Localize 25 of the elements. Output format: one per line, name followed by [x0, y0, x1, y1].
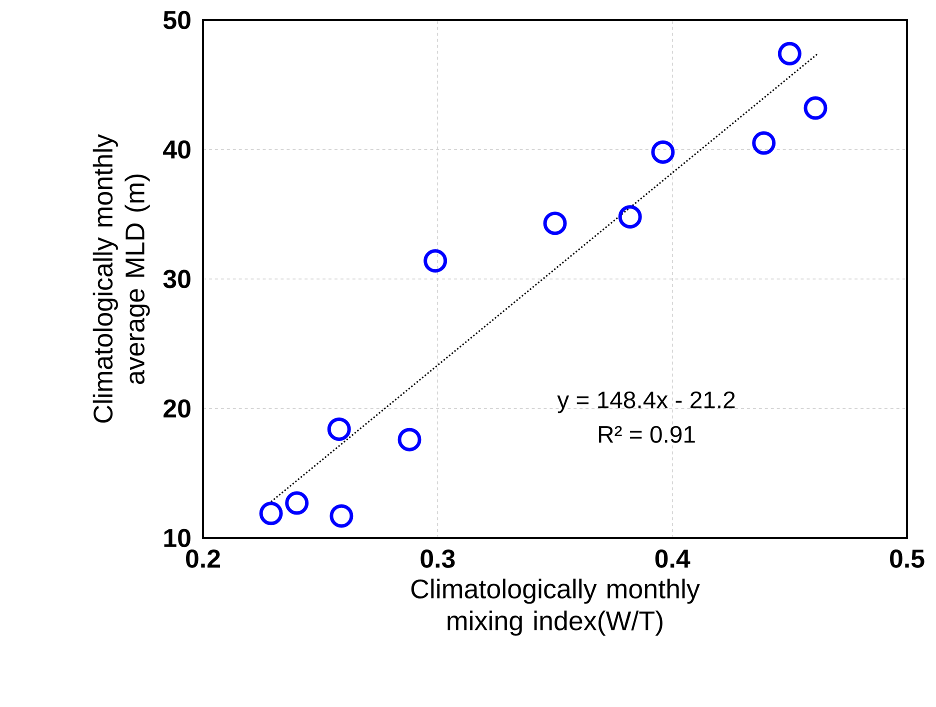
x-tick-label: 0.4 — [655, 550, 690, 568]
point — [398, 428, 422, 452]
y-tick-label: 50 — [163, 10, 190, 30]
point — [752, 131, 776, 155]
point — [424, 249, 448, 273]
x-tick-label: 0.2 — [186, 550, 220, 568]
x-axis-title: Climatologically monthly mixing index(W/T) — [411, 578, 700, 636]
y-axis-title: Climatologically monthly average MLD (m) — [92, 134, 150, 423]
point — [327, 417, 351, 441]
annotation: R² = 0.91 — [598, 426, 695, 443]
annotation: y = 148.4x - 21.2 — [557, 391, 735, 414]
x-tick-label: 0.5 — [890, 550, 924, 568]
point — [285, 491, 309, 515]
y-tick-label: 10 — [164, 528, 190, 548]
point — [618, 205, 642, 229]
x-tick-label: 0.3 — [420, 550, 455, 568]
point — [330, 504, 354, 528]
point — [651, 140, 675, 164]
point — [259, 502, 283, 526]
y-tick-label: 40 — [163, 140, 190, 159]
y-tick-label: 20 — [164, 399, 190, 418]
y-tick-label: 30 — [163, 270, 190, 288]
point — [804, 96, 828, 120]
point — [778, 42, 802, 66]
point — [543, 212, 567, 236]
